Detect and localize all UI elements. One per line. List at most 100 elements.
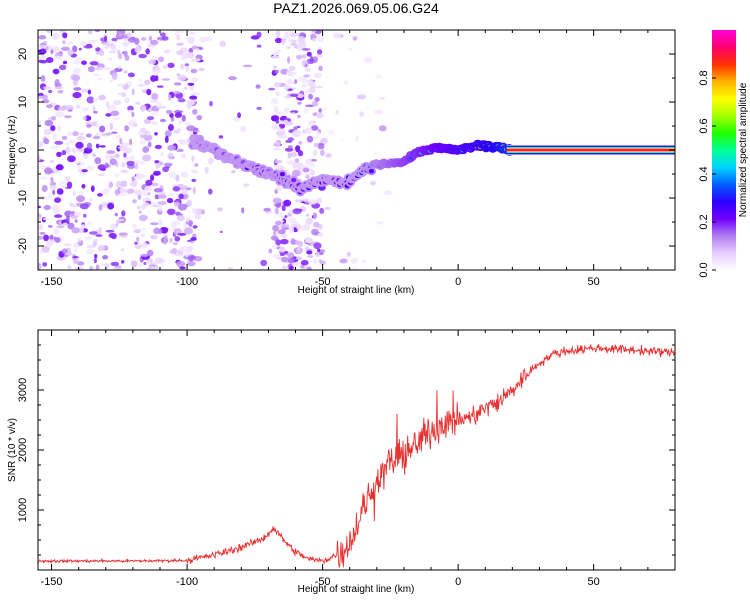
noise-speckle: [102, 66, 112, 71]
noise-speckle: [128, 138, 133, 146]
noise-speckle: [295, 224, 302, 230]
noise-speckle: [87, 221, 93, 226]
noise-speckle: [217, 207, 223, 212]
noise-speckle: [140, 233, 145, 238]
noise-speckle: [55, 164, 64, 171]
noise-speckle: [38, 141, 44, 148]
noise-speckle: [147, 116, 155, 121]
noise-speckle: [134, 189, 142, 196]
noise-speckle: [313, 135, 320, 139]
noise-speckle: [312, 149, 318, 156]
noise-speckle: [176, 214, 185, 221]
noise-speckle: [166, 49, 170, 52]
noise-speckle: [77, 166, 82, 170]
noise-speckle: [281, 227, 290, 230]
noise-speckle: [275, 120, 280, 124]
noise-speckle: [218, 135, 224, 139]
snr-panel: -150 -100 -50 0 50 1000 2000 3000 Height of st…: [7, 329, 676, 595]
noise-speckle: [92, 73, 100, 77]
noise-speckle: [156, 85, 164, 88]
noise-speckle: [273, 141, 281, 147]
noise-speckle: [311, 30, 317, 33]
noise-speckle: [288, 38, 293, 43]
noise-speckle: [159, 32, 166, 37]
noise-speckle: [302, 54, 307, 59]
noise-speckle: [116, 218, 125, 222]
noise-speckle: [286, 78, 293, 85]
noise-speckle: [279, 120, 285, 125]
noise-speckle: [144, 79, 151, 85]
noise-speckle: [260, 259, 268, 267]
noise-speckle: [107, 40, 116, 44]
noise-speckle: [308, 93, 314, 100]
noise-speckle: [72, 256, 79, 259]
noise-speckle: [177, 203, 187, 211]
colorbar-tick-label: 0.2: [698, 214, 710, 229]
noise-speckle: [104, 35, 108, 42]
x-tick-label: -50: [315, 576, 331, 588]
snr-frame: [37, 329, 676, 571]
noise-speckle: [383, 190, 393, 196]
noise-speckle: [65, 146, 71, 154]
noise-speckle: [168, 124, 174, 131]
noise-speckle: [76, 195, 85, 203]
noise-speckle: [150, 266, 155, 270]
noise-speckle: [52, 32, 59, 40]
noise-speckle: [179, 266, 186, 270]
noise-speckle: [286, 46, 291, 49]
noise-speckle: [301, 84, 307, 88]
y-tick-label: 2000: [17, 438, 29, 462]
noise-speckle: [50, 145, 60, 149]
noise-speckle: [351, 267, 359, 270]
noise-speckle: [64, 254, 68, 258]
noise-speckle: [40, 75, 46, 82]
noise-speckle: [281, 37, 286, 45]
noise-speckle: [175, 174, 180, 182]
spectrogram-x-label: Height of straight line (km): [298, 285, 415, 296]
noise-speckle: [42, 41, 48, 44]
noise-speckle: [89, 61, 99, 66]
noise-speckle: [273, 197, 282, 203]
noise-speckle: [309, 86, 316, 93]
noise-speckle: [283, 84, 290, 91]
noise-speckle: [54, 237, 61, 243]
noise-speckle: [305, 174, 310, 179]
noise-speckle: [178, 245, 189, 254]
noise-speckle: [107, 202, 114, 210]
y-tick-label: -20: [17, 238, 29, 254]
noise-speckle: [154, 160, 160, 164]
noise-speckle: [186, 245, 193, 253]
noise-speckle: [81, 169, 88, 173]
noise-speckle: [162, 233, 170, 237]
noise-speckle: [188, 47, 193, 54]
noise-speckle: [49, 184, 56, 190]
noise-speckle: [142, 146, 150, 153]
noise-speckle: [287, 145, 293, 149]
noise-speckle: [130, 181, 138, 188]
noise-speckle: [305, 213, 310, 217]
noise-speckle: [290, 238, 296, 245]
noise-speckle: [138, 53, 147, 59]
noise-speckle: [153, 227, 160, 235]
noise-speckle: [191, 169, 198, 174]
noise-speckle: [38, 119, 42, 123]
noise-speckle: [318, 65, 323, 72]
noise-speckle: [305, 127, 313, 134]
noise-speckle: [151, 110, 159, 116]
noise-speckle: [280, 233, 288, 238]
noise-speckle: [72, 74, 81, 81]
noise-speckle: [138, 214, 148, 221]
noise-speckle: [109, 158, 118, 166]
noise-speckle: [191, 77, 199, 82]
noise-speckle: [123, 50, 128, 57]
noise-speckle: [296, 247, 301, 251]
noise-speckle: [287, 252, 295, 259]
noise-speckle: [100, 263, 105, 267]
noise-speckle: [376, 221, 385, 225]
noise-speckle: [295, 145, 301, 153]
noise-speckle: [97, 245, 106, 252]
noise-speckle: [127, 105, 134, 112]
noise-speckle: [306, 266, 312, 270]
noise-speckle: [81, 60, 87, 65]
noise-speckle: [132, 199, 138, 204]
